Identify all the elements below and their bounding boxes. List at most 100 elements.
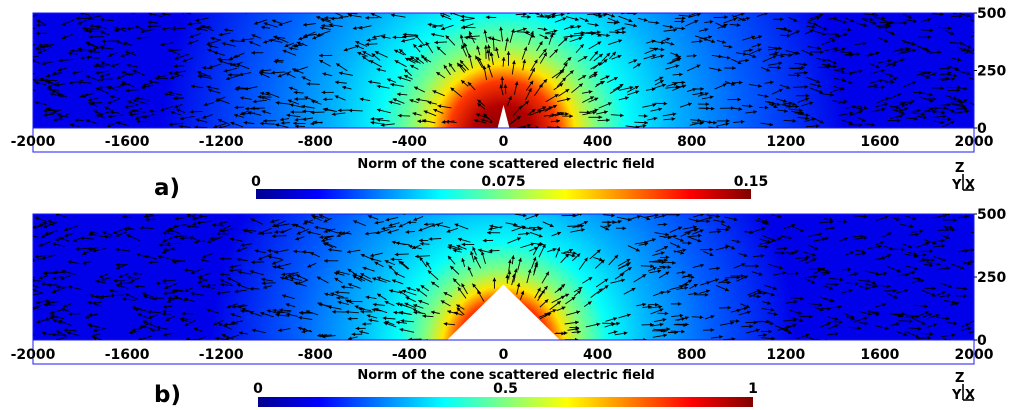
x-tick-label: 1600	[860, 347, 899, 363]
field-arrow-head	[693, 53, 697, 58]
field-arrow-head	[419, 256, 424, 261]
field-arrow-head	[346, 249, 351, 254]
field-arrow-head	[711, 39, 716, 44]
field-arrow-head	[757, 43, 762, 47]
field-arrow-head	[704, 27, 709, 32]
field-arrow-head	[423, 110, 428, 114]
field-arrow-head	[267, 255, 272, 259]
field-arrow-head	[563, 331, 568, 335]
field-arrow-head	[213, 321, 218, 326]
field-arrow-head	[889, 73, 894, 78]
field-arrow-head	[795, 271, 799, 276]
field-arrow-head	[912, 81, 916, 85]
field-arrow-head	[950, 120, 955, 125]
field-arrow-head	[292, 68, 297, 72]
field-arrow-head	[49, 310, 54, 315]
field-arrow-head	[722, 83, 727, 88]
field-arrow-head	[889, 246, 894, 251]
field-arrow-head	[206, 85, 211, 90]
field-arrow-head	[655, 20, 660, 25]
field-arrow-head	[726, 9, 730, 12]
field-arrow-head	[634, 86, 639, 90]
field-arrow-head	[882, 302, 887, 307]
field-arrow-head	[236, 248, 241, 252]
field-arrow-head	[697, 238, 702, 243]
field-arrow-head	[605, 226, 610, 231]
field-arrow-head	[574, 13, 575, 14]
field-arrow-head	[321, 23, 325, 28]
field-arrow-head	[584, 18, 589, 22]
field-arrow-head	[848, 80, 853, 85]
field-arrow-head	[33, 278, 35, 283]
field-arrow-head	[534, 59, 538, 64]
field-arrow-head	[598, 288, 603, 293]
field-arrow-head	[932, 240, 937, 245]
field-arrow-head	[681, 26, 686, 31]
field-arrow-head	[627, 267, 632, 271]
field-arrow-head	[805, 93, 810, 98]
field-arrow-head	[887, 254, 892, 258]
field-arrow-head	[195, 18, 200, 22]
field-arrow-head	[158, 243, 163, 248]
field-arrow-head	[240, 243, 245, 247]
x-tick-label: 1600	[860, 134, 899, 150]
field-arrow-head	[566, 97, 571, 102]
field-arrow-head	[850, 316, 855, 321]
field-arrow-head	[940, 13, 944, 17]
field-arrow-head	[955, 67, 960, 71]
triad-z-b: Z	[955, 371, 964, 386]
field-arrow-head	[254, 249, 259, 254]
field-arrow-head	[548, 106, 553, 110]
field-arrow-head	[157, 254, 162, 259]
field-arrow-head	[43, 79, 48, 83]
field-arrow-head	[43, 302, 48, 307]
field-arrow-head	[416, 97, 420, 102]
field-arrow-head	[396, 320, 400, 325]
field-arrow-head	[216, 291, 221, 296]
field-arrow	[334, 13, 342, 16]
field-arrow-head	[863, 214, 868, 219]
field-arrow-head	[941, 257, 946, 262]
field-arrow-head	[830, 92, 834, 97]
field-arrow-head	[415, 254, 419, 259]
field-arrow-head	[686, 231, 691, 236]
field-arrow-head	[52, 71, 57, 76]
field-arrow-head	[556, 125, 561, 128]
field-arrow-head	[162, 247, 167, 252]
field-arrow-head	[449, 13, 453, 16]
field-arrow-head	[805, 113, 810, 117]
field-arrow-head	[657, 269, 662, 274]
triad-z-a: Z	[955, 161, 964, 176]
field-arrow-head	[171, 288, 176, 293]
field-arrow-head	[109, 288, 114, 293]
field-arrow-head	[289, 276, 294, 281]
field-arrow-head	[41, 61, 46, 66]
field-arrow-head	[124, 105, 129, 109]
field-arrow-head	[281, 272, 286, 277]
field-arrow-head	[35, 47, 40, 51]
field-arrow-head	[801, 65, 805, 70]
field-arrow-head	[677, 301, 682, 306]
field-arrow-head	[487, 63, 491, 68]
field-arrow-head	[44, 299, 48, 304]
field-arrow-head	[155, 281, 160, 286]
field-arrow-head	[207, 239, 211, 244]
field-arrow-head	[526, 30, 530, 35]
field-arrow-head	[896, 105, 900, 110]
field-arrow-head	[949, 225, 954, 230]
field-arrow	[969, 19, 974, 22]
field-arrow-head	[36, 23, 40, 28]
field-arrow-head	[453, 278, 457, 283]
field-arrow-head	[139, 324, 144, 328]
field-arrow-head	[772, 286, 777, 290]
field-arrow-head	[93, 110, 98, 114]
field-arrow-head	[390, 257, 395, 262]
field-arrow-head	[890, 80, 895, 84]
field-arrow-head	[33, 225, 37, 229]
field-arrow-head	[408, 337, 412, 340]
field-arrow-head	[553, 29, 558, 34]
field-arrow-head	[531, 67, 535, 72]
field-arrow-head	[921, 112, 925, 116]
field-arrow-head	[788, 235, 793, 240]
field-arrow-head	[413, 304, 418, 308]
